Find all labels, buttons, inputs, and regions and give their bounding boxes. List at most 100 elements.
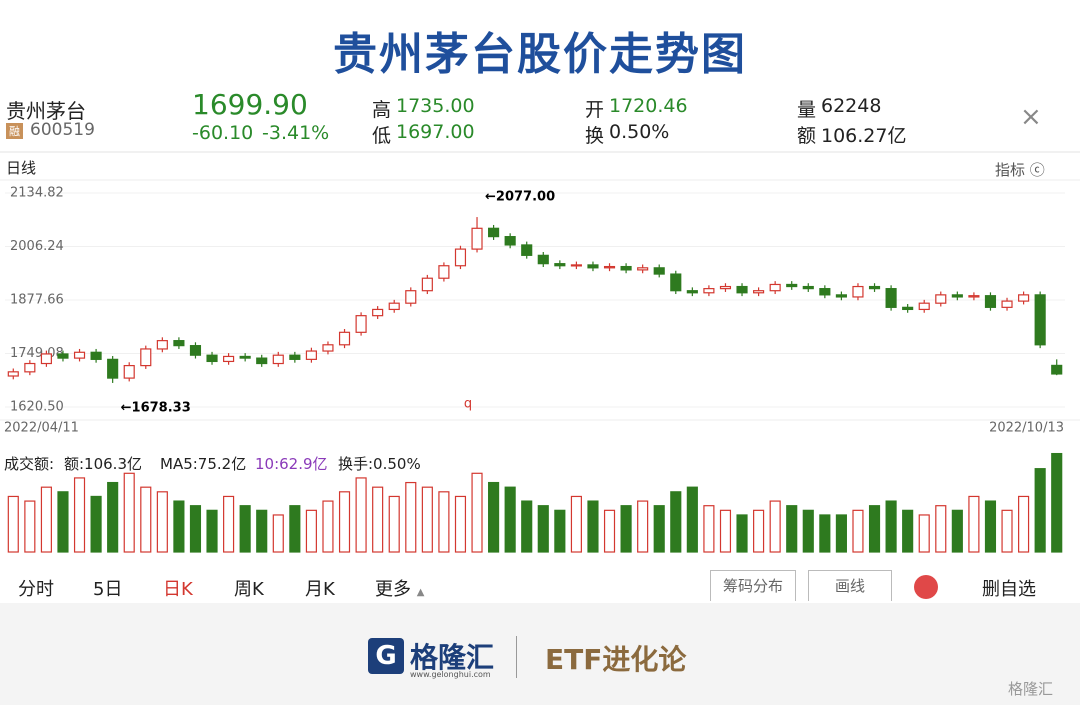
candle-body (123, 364, 135, 379)
candle-body (570, 264, 582, 267)
volume-bar (719, 509, 732, 553)
candle-body (173, 340, 185, 347)
volume-bar (206, 509, 218, 553)
turnover: 0.50% (609, 121, 670, 143)
volume-bar (1051, 452, 1063, 553)
volume-bar (24, 500, 36, 553)
tab-label: 更多 (375, 579, 411, 600)
volume-bar (686, 486, 698, 553)
volume-bar (769, 500, 781, 553)
tab[interactable]: 更多 ▲ (375, 579, 425, 600)
volume-bar (653, 505, 665, 553)
volume-bar (189, 505, 202, 553)
candle-body (902, 306, 914, 311)
chart: 1620.50 1749.08 1877.66 2006.24 2134.82 2022/… (0, 151, 1080, 553)
volume-bar (703, 505, 715, 553)
candle-body (719, 285, 732, 290)
candle-body (769, 283, 781, 292)
candle-body (852, 285, 864, 298)
label: 量 (797, 99, 817, 121)
volume-bar (786, 505, 798, 553)
candle-body (653, 267, 665, 275)
candle-body (471, 227, 483, 250)
candle-body (1001, 300, 1013, 308)
volume-bar (223, 495, 235, 553)
volume-bar (951, 509, 963, 553)
candle-body (554, 263, 566, 267)
candle-body (57, 353, 69, 359)
volume-bar (40, 486, 52, 553)
button[interactable]: 筹码分布 (710, 570, 796, 601)
indicator: 指标 (995, 161, 1026, 179)
high: 1735.00 (396, 95, 475, 117)
volume-bar (90, 495, 102, 553)
volume-bar (156, 491, 168, 553)
button[interactable]: 删自选 (982, 579, 1036, 600)
candle-body (1034, 294, 1046, 346)
candle-body (1051, 364, 1063, 375)
candle-body (421, 277, 433, 292)
site: www.gelonghui.com (410, 670, 491, 679)
tab[interactable]: 周K (234, 579, 264, 600)
candle-body (968, 295, 980, 298)
candle-body (140, 348, 152, 367)
candle-body (603, 265, 616, 269)
volume-bar (620, 505, 632, 553)
volume-bar (372, 486, 384, 553)
candle-body (521, 244, 533, 256)
price: 1699.90 (192, 88, 308, 121)
annotation: ←1678.33 (121, 401, 191, 416)
candle-body (438, 265, 450, 279)
volume-stat: 10:62.9亿 (255, 455, 328, 473)
candle-body (405, 290, 417, 304)
tab[interactable]: 日K (163, 579, 193, 600)
volume-stat: 额:106.3亿 (64, 455, 142, 473)
candle-body (918, 302, 930, 311)
candle-body (40, 353, 52, 365)
y-tick-label: 1620.50 (10, 400, 64, 415)
candle-body (637, 267, 649, 271)
volume-stat: MA5:75.2亿 (160, 455, 247, 473)
candle-body (819, 288, 831, 296)
partner: ETF进化论 (545, 643, 687, 676)
candle-body (338, 331, 351, 346)
volume-bar (603, 509, 616, 553)
record-button[interactable] (914, 575, 938, 599)
candle-body (289, 354, 301, 360)
button[interactable]: 画线 (808, 570, 892, 601)
tag: 融 (6, 123, 23, 139)
close-button[interactable]: × (1020, 102, 1042, 132)
tab[interactable]: 分时 (18, 579, 54, 600)
volume-bar (935, 505, 947, 553)
volume-bar (753, 509, 765, 553)
candle-body (935, 294, 947, 304)
x-tick-label: 2022/10/13 (989, 421, 1064, 436)
volume-bar (984, 500, 997, 553)
footer (0, 603, 1080, 705)
stock-name: 贵州茅台 (6, 99, 86, 123)
label: 低 (372, 125, 392, 147)
volume-bar (918, 514, 930, 553)
volume-bar (819, 514, 831, 553)
volume-bar (7, 495, 19, 553)
indicator-button[interactable]: 指标 ⓒ (995, 161, 1045, 179)
stock-code: 600519 (30, 120, 95, 140)
tab[interactable]: 月K (305, 579, 335, 600)
candle-body (272, 354, 284, 365)
candle-body (90, 351, 102, 360)
volume-bar (272, 514, 284, 553)
volume-bar (968, 495, 980, 553)
volume-bar (471, 472, 483, 553)
volume-bar (305, 509, 317, 553)
candle-body (885, 288, 897, 308)
tab[interactable]: 5日 (93, 579, 123, 600)
annotation: q (464, 397, 472, 412)
y-tick-label: 1877.66 (10, 293, 64, 308)
watermark: 格隆汇 (1008, 680, 1054, 698)
candle-body (223, 355, 235, 363)
volume-bar (123, 472, 135, 553)
volume-bar (537, 505, 549, 553)
candle-body (322, 344, 334, 352)
volume-bar (289, 505, 301, 553)
volume-bar (570, 495, 582, 553)
